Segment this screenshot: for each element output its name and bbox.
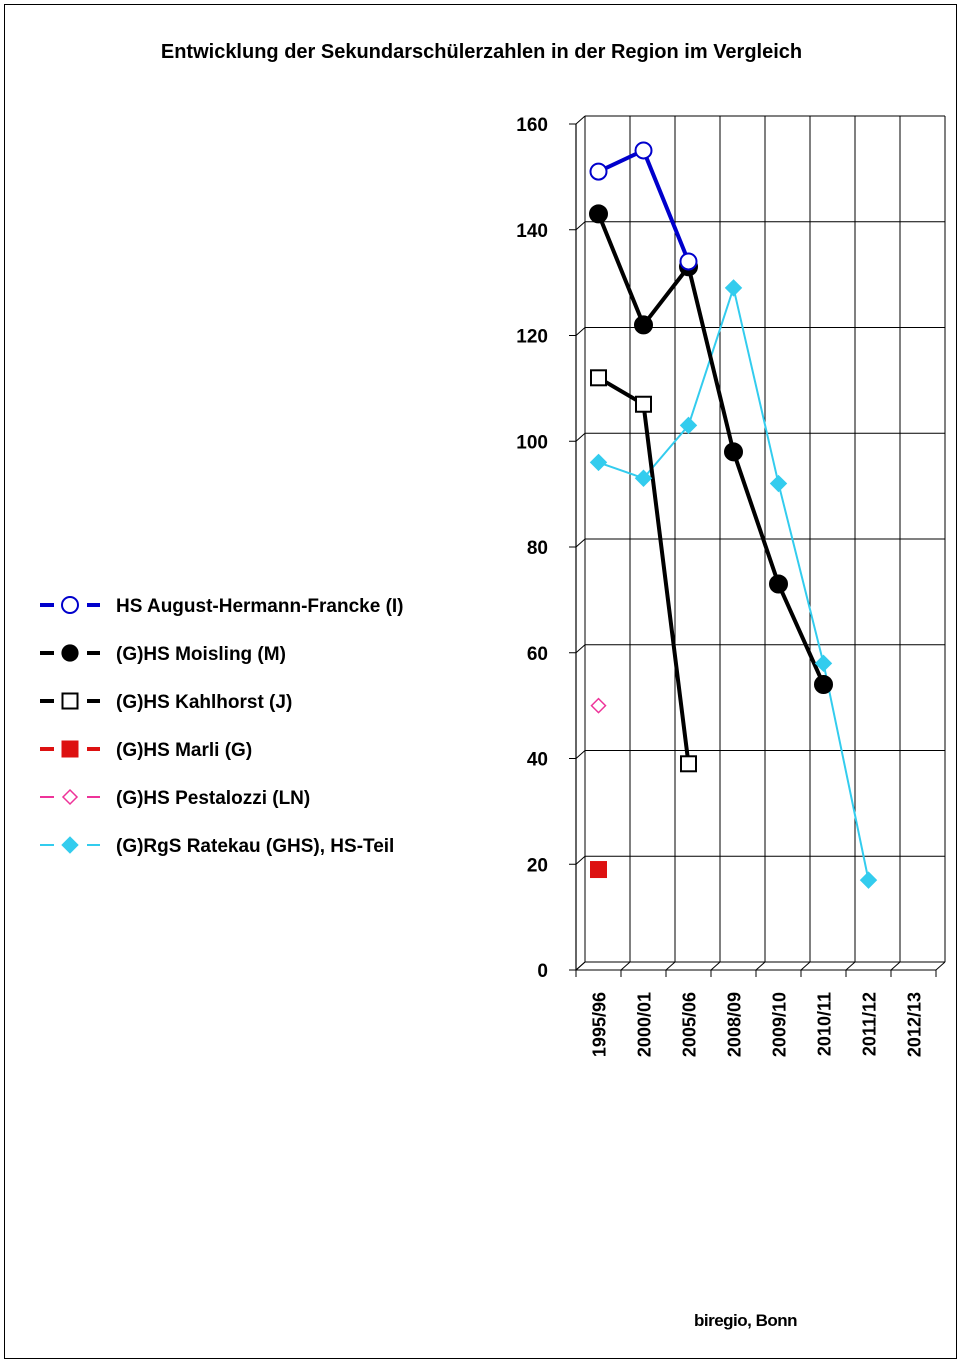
floor-depth-line — [620, 961, 631, 971]
wall-depth-line — [575, 961, 586, 971]
data-point — [769, 474, 788, 493]
wall-depth-line — [575, 432, 586, 442]
chart-title: Entwicklung der Sekundarschülerzahlen in… — [160, 41, 803, 63]
legend-label: (G)HS Marli (G) — [116, 740, 252, 761]
data-point — [814, 674, 833, 694]
data-point — [634, 469, 653, 487]
data-point — [634, 315, 653, 335]
legend-label: HS August-Hermann-Francke (I) — [116, 596, 404, 617]
x-tick-label: 1995/96 — [590, 992, 610, 1057]
legend-marker — [61, 740, 79, 758]
data-point — [590, 369, 607, 387]
data-point — [724, 442, 743, 462]
data-point — [680, 755, 697, 773]
y-tick-label: 80 — [527, 538, 548, 559]
y-tick-label: 60 — [527, 644, 548, 665]
floor-depth-line — [800, 961, 811, 971]
legend-marker — [61, 788, 79, 806]
legend-marker — [61, 692, 79, 710]
x-tick-label: 2008/09 — [725, 992, 745, 1057]
data-point — [634, 141, 653, 160]
floor-depth-line — [710, 961, 721, 971]
wall-depth-line — [575, 221, 586, 231]
legend-marker — [61, 596, 79, 614]
wall-depth-line — [575, 115, 586, 125]
wall-depth-line — [575, 538, 586, 548]
floor-depth-line — [755, 961, 766, 971]
legend-label: (G)HS Moisling (M) — [116, 644, 286, 665]
data-point — [590, 861, 607, 879]
data-point — [589, 162, 608, 181]
legend-marker — [61, 836, 79, 854]
data-point — [679, 252, 698, 271]
legend-label: (G)RgS Ratekau (GHS), HS-Teil — [116, 836, 394, 857]
floor-depth-line — [845, 961, 856, 971]
series-line — [596, 213, 826, 686]
data-point — [589, 453, 608, 472]
x-tick-label: 2009/10 — [770, 992, 790, 1057]
y-tick-label: 100 — [516, 432, 548, 453]
data-point — [590, 697, 607, 714]
floor-depth-line — [665, 961, 676, 971]
wall-depth-line — [575, 750, 586, 759]
legend-label: (G)HS Kahlhorst (J) — [116, 692, 292, 713]
data-point — [589, 204, 608, 224]
data-point — [724, 279, 743, 297]
data-point — [679, 416, 698, 435]
floor-depth-line — [890, 961, 901, 971]
y-tick-label: 140 — [516, 221, 548, 242]
y-tick-label: 160 — [516, 115, 548, 136]
x-tick-label: 2005/06 — [680, 992, 700, 1057]
data-point — [635, 395, 652, 413]
y-tick-label: 20 — [527, 855, 548, 876]
series-line — [598, 286, 870, 881]
x-tick-label: 2000/01 — [635, 992, 655, 1057]
data-point — [769, 574, 788, 594]
data-point — [814, 654, 833, 673]
wall-depth-line — [575, 327, 586, 336]
y-tick-label: 40 — [527, 750, 548, 771]
floor-depth-line — [935, 961, 946, 971]
x-tick-label: 2011/12 — [860, 992, 880, 1056]
x-tick-label: 2012/13 — [905, 992, 925, 1057]
source-note: biregio, Bonn — [694, 1311, 798, 1330]
wall-depth-line — [575, 855, 586, 865]
x-tick-label: 2010/11 — [815, 992, 835, 1056]
y-tick-label: 120 — [516, 327, 548, 348]
legend-label: (G)HS Pestalozzi (LN) — [116, 788, 310, 809]
chart-frame — [4, 4, 957, 1359]
y-tick-label: 0 — [537, 961, 548, 982]
legend-marker — [61, 644, 79, 662]
data-point — [859, 871, 878, 889]
wall-depth-line — [575, 644, 586, 654]
